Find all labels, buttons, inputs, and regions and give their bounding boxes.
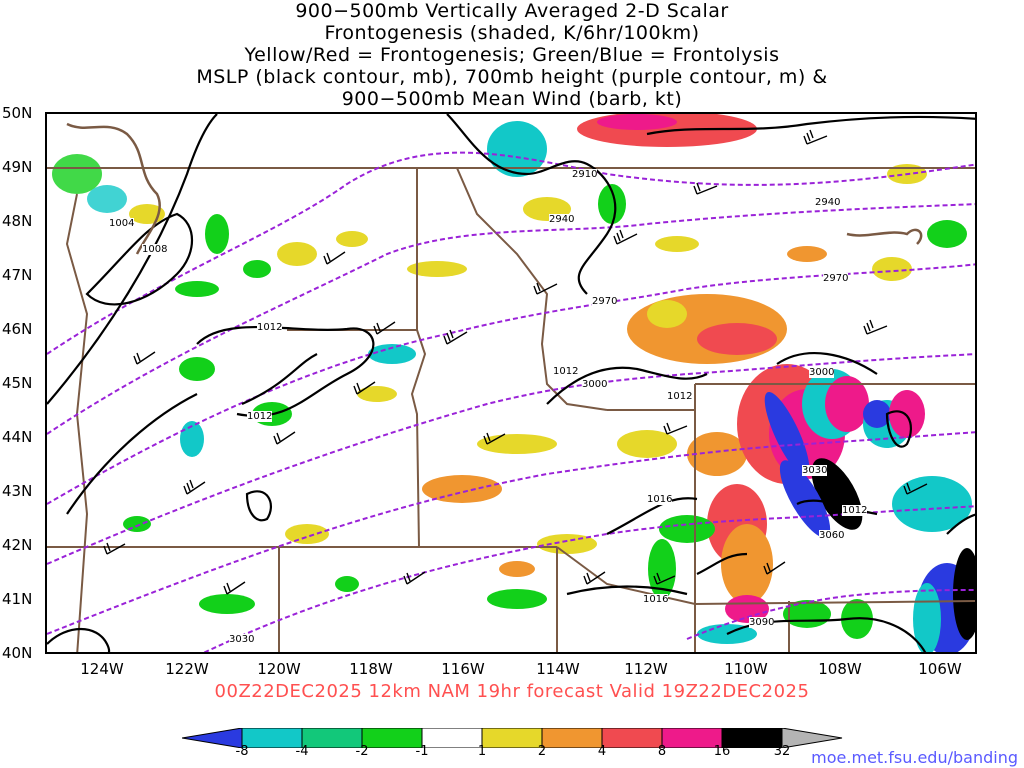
- colorbar-label: 32: [773, 744, 791, 759]
- frontogenesis-shading: [52, 114, 975, 652]
- colorbar-segment: [781, 728, 843, 748]
- height-label: 2910: [572, 169, 598, 180]
- lat-label-40n: 40N: [2, 644, 33, 662]
- lon-label-108w: 108W: [818, 660, 862, 678]
- height-label: 2970: [592, 296, 618, 307]
- height-label: 3090: [749, 617, 775, 628]
- height-label: 3000: [582, 379, 608, 390]
- height-label: 3060: [819, 530, 845, 541]
- lat-label-50n: 50N: [2, 104, 33, 122]
- lon-label-112w: 112W: [624, 660, 668, 678]
- colorbar-label: 16: [713, 744, 731, 759]
- chart-title-line-4: MSLP (black contour, mb), 700mb height (…: [196, 66, 828, 88]
- chart-title-line-1: 900−500mb Vertically Averaged 2-D Scalar: [295, 0, 729, 22]
- mslp-label: 1016: [643, 594, 669, 605]
- height-label: 3030: [229, 634, 255, 645]
- lat-label-43n: 43N: [2, 482, 33, 500]
- mslp-label: 1016: [647, 494, 673, 505]
- colorbar-label: -2: [355, 744, 369, 759]
- colorbar-label: 8: [657, 744, 667, 759]
- lon-label-116w: 116W: [441, 660, 485, 678]
- mslp-contours: [47, 114, 975, 652]
- mslp-label: 1012: [257, 322, 283, 333]
- lat-label-44n: 44N: [2, 428, 33, 446]
- lon-label-120w: 120W: [257, 660, 301, 678]
- lon-label-110w: 110W: [724, 660, 768, 678]
- colorbar-label: -1: [415, 744, 429, 759]
- map-canvas: [47, 114, 975, 652]
- height-label: 2940: [815, 197, 841, 208]
- lat-label-48n: 48N: [2, 212, 33, 230]
- lon-label-124w: 124W: [80, 660, 124, 678]
- mslp-label: 1012: [247, 411, 273, 422]
- lat-label-45n: 45N: [2, 374, 33, 392]
- lat-label-41n: 41N: [2, 590, 33, 608]
- lon-label-106w: 106W: [918, 660, 962, 678]
- chart-title-line-2: Frontogenesis (shaded, K/6hr/100km): [324, 22, 700, 44]
- colorbar: [182, 728, 843, 748]
- mslp-label: 1012: [553, 366, 579, 377]
- mslp-label: 1004: [109, 218, 135, 229]
- colorbar-label: -4: [295, 744, 309, 759]
- colorbar-label: 2: [537, 744, 547, 759]
- coastline: [66, 122, 923, 255]
- height-label: 2940: [549, 214, 575, 225]
- height-label: 3030: [802, 465, 828, 476]
- lon-label-122w: 122W: [165, 660, 209, 678]
- wind-barbs: [103, 129, 928, 595]
- mslp-label: 1012: [842, 505, 868, 516]
- mslp-label: 1008: [142, 244, 168, 255]
- lat-label-47n: 47N: [2, 266, 33, 284]
- lon-label-118w: 118W: [349, 660, 393, 678]
- colorbar-label: 4: [597, 744, 607, 759]
- source-url[interactable]: moe.met.fsu.edu/banding: [811, 748, 1018, 767]
- map-panel: 1004 1008 1012 1012 1012 1012 1016 1016 …: [45, 112, 977, 654]
- mslp-label: 1012: [667, 391, 693, 402]
- forecast-valid-time: 00Z22DEC2025 12km NAM 19hr forecast Vali…: [214, 681, 810, 702]
- lat-label-46n: 46N: [2, 320, 33, 338]
- lon-label-114w: 114W: [536, 660, 580, 678]
- chart-title-line-5: 900−500mb Mean Wind (barb, kt): [341, 88, 683, 110]
- lat-label-42n: 42N: [2, 536, 33, 554]
- height-label: 2970: [823, 273, 849, 284]
- colorbar-label: 1: [477, 744, 487, 759]
- height-label: 3000: [809, 367, 835, 378]
- lat-label-49n: 49N: [2, 158, 33, 176]
- colorbar-label: -8: [235, 744, 249, 759]
- chart-title-line-3: Yellow/Red = Frontogenesis; Green/Blue =…: [244, 44, 780, 66]
